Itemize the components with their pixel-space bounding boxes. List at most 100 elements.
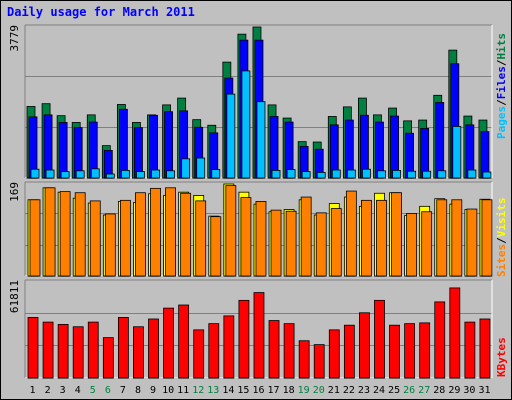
kbytes-bar bbox=[133, 326, 144, 379]
kbytes-bar bbox=[389, 324, 400, 379]
sites-bar bbox=[165, 187, 176, 277]
files-bar bbox=[375, 121, 384, 179]
sites-bar bbox=[89, 200, 101, 277]
pages-bar bbox=[346, 169, 356, 179]
sites-bar bbox=[240, 197, 252, 277]
pages-bar bbox=[166, 170, 175, 179]
day-label: 31 bbox=[478, 385, 490, 396]
files-bar bbox=[435, 102, 445, 179]
pages-bar bbox=[271, 170, 281, 179]
files-bar bbox=[269, 116, 279, 179]
kbytes-bar bbox=[434, 301, 446, 379]
sites-bar bbox=[481, 199, 493, 277]
panel-2-max-label: 61811 bbox=[8, 280, 21, 313]
day-label: 4 bbox=[75, 385, 81, 396]
day-label: 26 bbox=[403, 385, 415, 396]
sites-bar bbox=[255, 201, 267, 277]
legend-sites: Sites bbox=[495, 244, 508, 277]
kbytes-bar bbox=[223, 315, 235, 379]
pages-bar bbox=[286, 169, 296, 179]
kbytes-bar bbox=[359, 312, 370, 379]
kbytes-bar bbox=[328, 329, 340, 379]
sites-bar bbox=[421, 211, 433, 277]
sites-bar bbox=[119, 199, 131, 277]
kbytes-bar bbox=[419, 322, 431, 379]
day-label: 8 bbox=[135, 385, 141, 396]
kbytes-bar bbox=[449, 287, 461, 379]
day-label: 22 bbox=[343, 385, 355, 396]
files-bar bbox=[360, 114, 369, 179]
chart-title: Daily usage for March 2011 bbox=[7, 5, 195, 19]
pages-bar bbox=[45, 169, 55, 179]
sites-bar bbox=[315, 212, 327, 277]
pages-bar bbox=[105, 173, 115, 179]
pages-bar bbox=[407, 170, 417, 179]
files-bar bbox=[43, 114, 53, 179]
files-bar bbox=[134, 127, 143, 179]
day-label: 17 bbox=[268, 385, 280, 396]
kbytes-bar bbox=[238, 299, 250, 379]
kbytes-bar bbox=[283, 323, 295, 379]
sites-bar bbox=[135, 192, 146, 277]
files-bar bbox=[118, 108, 128, 179]
panel-0-legend: Pages/Files/Hits bbox=[495, 33, 508, 139]
sites-bar bbox=[345, 190, 357, 277]
pages-bar bbox=[226, 93, 236, 179]
pages-bar bbox=[301, 171, 311, 179]
day-label: 27 bbox=[418, 385, 430, 396]
legend-separator: / bbox=[495, 59, 508, 66]
files-bar bbox=[344, 119, 354, 179]
kbytes-bar bbox=[298, 340, 310, 379]
sites-bar bbox=[300, 196, 312, 277]
sites-bar bbox=[150, 187, 161, 277]
day-label: 5 bbox=[90, 385, 96, 396]
pages-bar bbox=[241, 70, 251, 179]
legend-files: Files bbox=[495, 66, 508, 99]
kbytes-bar bbox=[404, 323, 416, 379]
kbytes-bar bbox=[57, 324, 69, 379]
day-label: 6 bbox=[105, 385, 111, 396]
pages-bar bbox=[437, 170, 447, 179]
day-label: 10 bbox=[162, 385, 174, 396]
day-label: 9 bbox=[150, 385, 156, 396]
day-label: 20 bbox=[313, 385, 325, 396]
sites-bar bbox=[29, 199, 41, 277]
sites-bar bbox=[330, 208, 342, 277]
panel-1-legend: Sites/Visits bbox=[495, 198, 508, 278]
pages-bar bbox=[120, 170, 130, 179]
sites-bar bbox=[195, 200, 207, 277]
legend-pages: Pages bbox=[495, 106, 508, 139]
kbytes-bar bbox=[42, 321, 54, 379]
pages-bar bbox=[392, 170, 401, 179]
sites-bar bbox=[180, 192, 192, 277]
pages-bar bbox=[30, 168, 40, 179]
legend-separator: / bbox=[495, 99, 508, 106]
pages-bar bbox=[151, 169, 160, 179]
day-label: 14 bbox=[222, 385, 234, 396]
day-label: 19 bbox=[298, 385, 310, 396]
kbytes-bar bbox=[163, 307, 174, 379]
kbytes-bar bbox=[268, 320, 280, 379]
kbytes-bar bbox=[193, 329, 205, 379]
sites-bar bbox=[406, 212, 418, 277]
day-label: 13 bbox=[207, 385, 219, 396]
kbytes-bar bbox=[479, 318, 491, 379]
kbytes-bar bbox=[374, 299, 385, 379]
sites-bar bbox=[74, 192, 86, 277]
pages-bar bbox=[377, 170, 386, 179]
kbytes-bar bbox=[117, 317, 129, 379]
kbytes-bar bbox=[72, 326, 84, 379]
sites-bar bbox=[210, 216, 222, 277]
sites-bar bbox=[225, 185, 237, 277]
panel-0-max-label: 3779 bbox=[8, 25, 21, 52]
sites-bar bbox=[451, 199, 463, 277]
sites-bar bbox=[285, 210, 297, 277]
sites-bar bbox=[376, 199, 387, 277]
kbytes-bar bbox=[208, 323, 220, 379]
day-label: 18 bbox=[283, 385, 295, 396]
kbytes-bar bbox=[27, 317, 39, 379]
files-bar bbox=[58, 122, 68, 179]
sites-bar bbox=[436, 199, 448, 277]
pages-bar bbox=[422, 170, 432, 179]
